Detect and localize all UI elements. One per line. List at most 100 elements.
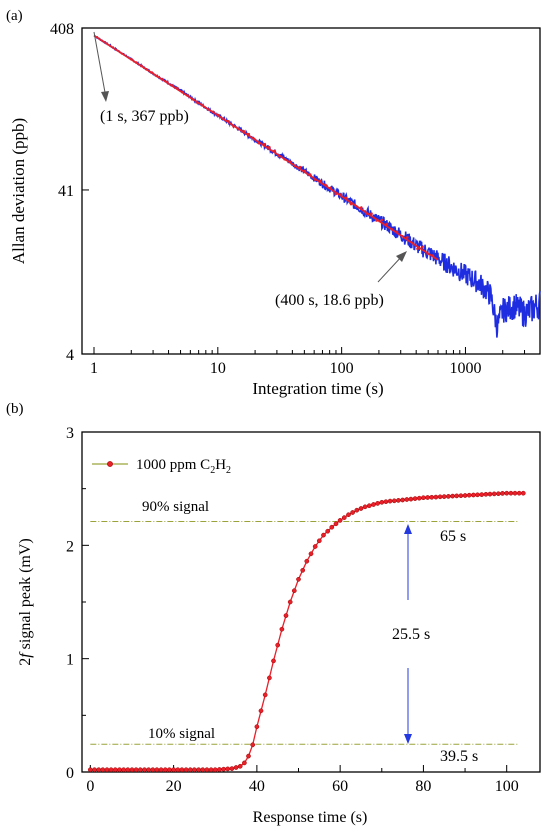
allan-data-point xyxy=(176,86,179,90)
response-point xyxy=(300,567,306,573)
panel-a-fit-group xyxy=(93,34,439,261)
response-point xyxy=(462,493,468,498)
allan-data-point xyxy=(416,247,419,250)
response-point xyxy=(258,708,264,714)
response-point xyxy=(208,767,214,773)
annotation-65s: 65 s xyxy=(440,528,466,545)
allan-data-point xyxy=(257,141,261,145)
response-point xyxy=(100,767,106,773)
panel-b-label: (b) xyxy=(6,401,24,417)
response-point xyxy=(250,742,256,748)
response-point xyxy=(458,493,464,499)
response-point xyxy=(200,767,206,773)
response-point xyxy=(92,767,97,773)
panel-b-response-arrow xyxy=(404,524,412,744)
allan-data-point xyxy=(390,228,394,231)
y-tick-label: 2 xyxy=(66,538,74,555)
response-point xyxy=(146,767,151,773)
response-point xyxy=(212,767,218,773)
response-point xyxy=(491,491,497,497)
x-tick-label: 100 xyxy=(330,360,354,377)
response-point xyxy=(142,767,147,773)
panel-b-plot: 0 20 40 60 80 100 0 1 2 3 xyxy=(66,425,541,795)
allan-data-point xyxy=(242,129,245,133)
response-point xyxy=(421,495,426,501)
response-point xyxy=(137,767,143,773)
allan-data-point xyxy=(160,78,164,81)
allan-data-point xyxy=(130,57,133,61)
panel-b-series xyxy=(87,490,526,773)
x-tick-label: 1000 xyxy=(449,360,481,377)
allan-data-point xyxy=(365,212,368,215)
response-point xyxy=(162,767,168,773)
allan-data-point xyxy=(431,254,435,257)
response-point xyxy=(379,499,385,505)
response-point xyxy=(233,765,239,770)
response-point xyxy=(225,766,231,772)
allan-data-point xyxy=(375,219,378,222)
response-point xyxy=(87,767,93,773)
response-point xyxy=(354,507,360,513)
panel-a-ticks: 1 10 100 1000 4 41 408 xyxy=(50,21,541,377)
response-point xyxy=(391,498,397,504)
ref-10-label: 10% signal xyxy=(148,726,215,742)
annotation-1s-label: (1 s, 367 ppb) xyxy=(100,108,189,125)
response-point xyxy=(171,767,176,773)
response-point xyxy=(429,494,435,500)
annotation-arrow-head xyxy=(396,251,407,262)
allan-data-point xyxy=(237,127,240,131)
allan-data-point xyxy=(222,117,225,121)
allan-data-point xyxy=(370,212,373,215)
response-point xyxy=(287,599,293,605)
response-point xyxy=(117,767,122,773)
response-point xyxy=(396,498,401,503)
allan-data-point xyxy=(262,142,266,146)
response-point xyxy=(221,766,226,772)
response-point xyxy=(254,724,260,730)
panel-b-y-axis-label: 2f signal peak (mV) xyxy=(17,538,34,666)
response-point xyxy=(466,492,472,498)
panel-a-x-axis-label: Integration time (s) xyxy=(252,379,383,398)
y-tick-label: 41 xyxy=(58,183,74,200)
allan-data-point xyxy=(140,64,143,68)
x-tick-label: 10 xyxy=(210,360,226,377)
response-point xyxy=(433,494,439,500)
allan-data-point xyxy=(385,222,389,226)
response-point xyxy=(362,504,368,510)
response-point xyxy=(183,767,189,773)
panel-b-reference-lines xyxy=(90,521,520,745)
response-point xyxy=(108,767,114,773)
allan-data-point xyxy=(252,137,256,141)
response-point xyxy=(150,767,156,773)
response-point xyxy=(437,494,443,500)
response-point xyxy=(508,490,514,496)
response-point xyxy=(217,767,222,772)
allan-data-point xyxy=(339,193,343,196)
annotation-arrow-head xyxy=(101,91,109,102)
allan-data-point xyxy=(191,97,194,101)
allan-data-point xyxy=(283,157,286,161)
y-tick-label: 4 xyxy=(66,347,74,364)
response-point xyxy=(375,501,380,506)
allan-data-point xyxy=(411,241,414,245)
allan-data-point xyxy=(344,196,348,200)
response-point xyxy=(454,493,460,499)
allan-data-point xyxy=(232,125,235,128)
allan-data-point xyxy=(329,186,332,190)
x-tick-label: 60 xyxy=(332,778,348,795)
allan-data-point xyxy=(268,145,271,149)
response-point xyxy=(333,521,339,527)
response-point xyxy=(296,576,301,582)
allan-data-point xyxy=(273,149,276,153)
response-point xyxy=(167,767,172,773)
response-arrow-up-head xyxy=(404,524,412,534)
legend-label: 1000 ppm C2H2 xyxy=(136,457,231,476)
allan-data-point xyxy=(278,154,281,158)
panel-a-label: (a) xyxy=(6,8,23,24)
response-point xyxy=(325,528,331,534)
response-point xyxy=(112,767,118,773)
response-point xyxy=(412,496,418,501)
allan-data-point xyxy=(349,202,353,206)
response-point xyxy=(341,515,347,520)
ref-90-label: 90% signal xyxy=(142,499,209,515)
